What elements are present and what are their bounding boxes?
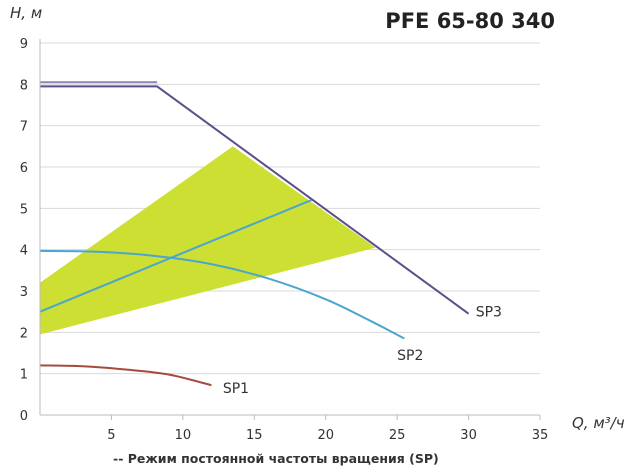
y-tick-label: 2 — [20, 326, 28, 341]
series-lines — [39, 81, 470, 387]
x-tick-label: 20 — [317, 428, 334, 443]
y-tick-label: 6 — [20, 161, 28, 176]
series-labels: SP3 SP2 SP1 — [223, 305, 502, 397]
series-line — [39, 364, 212, 387]
y-axis-title: H, м — [10, 4, 42, 22]
series-label: SP1 — [223, 381, 249, 397]
series-label: SP2 — [397, 348, 423, 364]
y-tick-label: 3 — [20, 285, 28, 300]
x-tick-label: 25 — [389, 428, 406, 443]
y-tick-label: 4 — [20, 244, 28, 259]
series-line — [40, 85, 470, 315]
operating-region — [40, 146, 376, 335]
y-tick-label: 0 — [20, 409, 28, 424]
x-tick-label: 35 — [532, 428, 549, 443]
x-tick-label: 15 — [246, 428, 263, 443]
y-tick-label: 5 — [20, 202, 28, 217]
chart-title: PFE 65-80 340 — [385, 9, 555, 33]
x-axis-title: Q, м³/ч — [572, 414, 625, 432]
x-tick-label: 10 — [175, 428, 192, 443]
x-tick-labels: 5 10 15 20 25 30 35 — [107, 428, 548, 443]
series-line — [39, 199, 312, 313]
y-tick-label: 9 — [20, 37, 28, 52]
series-label: SP3 — [476, 305, 502, 321]
axes — [39, 39, 541, 420]
x-tick-label: 5 — [107, 428, 115, 443]
footnote: -- Режим постоянной частоты вращения (SP… — [113, 451, 439, 466]
series-line — [39, 249, 405, 340]
y-tick-label: 7 — [20, 120, 28, 135]
y-tick-label: 8 — [20, 78, 28, 93]
y-tick-labels: 0 1 2 3 4 5 6 7 8 9 — [20, 37, 28, 424]
y-tick-label: 1 — [20, 368, 28, 383]
x-tick-label: 30 — [460, 428, 477, 443]
